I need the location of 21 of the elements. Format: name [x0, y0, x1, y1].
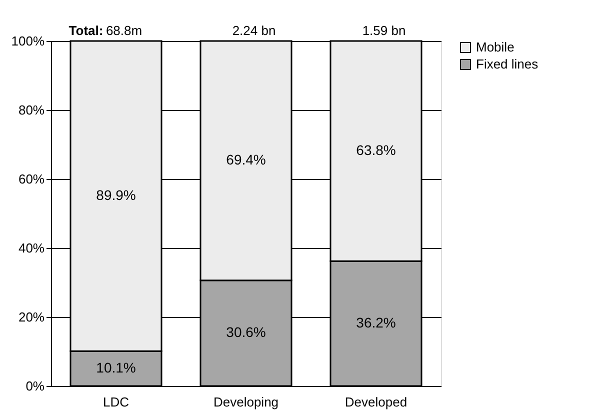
y-tick-label: 60% [18, 172, 45, 186]
legend-label: Fixed lines [476, 56, 539, 72]
data-label: 63.8% [356, 142, 396, 158]
data-label: 36.2% [356, 314, 396, 331]
y-tick-label: 20% [18, 310, 45, 324]
legend-label: Mobile [476, 40, 514, 54]
data-label: 30.6% [226, 324, 266, 340]
text: 68.8m [106, 23, 142, 38]
text: Total: [68, 23, 104, 38]
x-tick-label: LDC [102, 394, 130, 410]
text: 2.24 bn [232, 23, 276, 38]
x-tick-label: Developed [344, 394, 408, 410]
x-tick-label: Developing [213, 394, 279, 410]
data-label: 69.4% [226, 152, 266, 168]
data-label: 89.9% [96, 187, 136, 204]
y-tick-label: 80% [18, 102, 45, 118]
data-label: 10.1% [96, 360, 136, 376]
y-tick-label: 40% [18, 240, 45, 256]
y-tick-label: 0% [26, 378, 45, 394]
text: 1.59 bn [362, 23, 406, 38]
y-tick-label: 100% [11, 34, 45, 48]
